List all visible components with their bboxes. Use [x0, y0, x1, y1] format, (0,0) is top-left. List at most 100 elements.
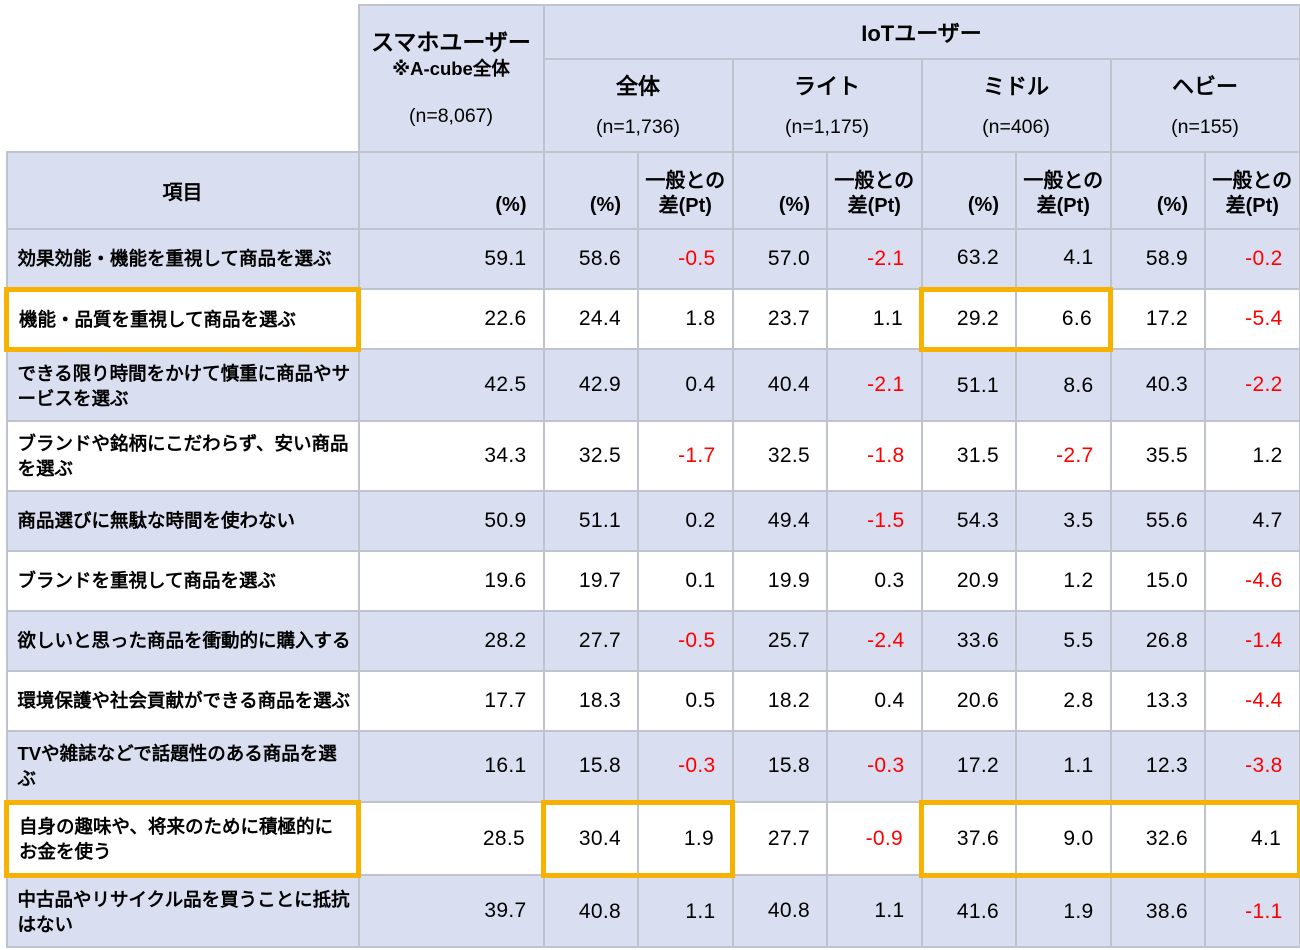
value-cell: 1.2 — [1015, 549, 1112, 612]
table-row: 自身の趣味や、将来のために積極的にお金を使う 28.5 30.4 1.9 27.7 -0.… — [4, 799, 1300, 878]
smartphone-user-title: スマホユーザー — [371, 29, 531, 55]
row-label: 環境保護や社会貢献ができる商品を選ぶ — [5, 669, 360, 732]
value-cell: 3.5 — [1015, 489, 1112, 552]
table-row: 中古品やリサイクル品を買うことに抵抗はない 39.7 40.8 1.1 40.8 1.1 4… — [5, 874, 1300, 948]
table-row: TVや雑誌などで話題性のある商品を選ぶ 16.1 15.8 -0.3 15.8 -0.3 1… — [5, 729, 1300, 803]
value-cell: 18.3 — [542, 669, 639, 732]
diff-header-line2: 差(Pt) — [658, 195, 712, 217]
value-cell: -1.7 — [637, 419, 734, 492]
value-cell: 8.6 — [1015, 348, 1112, 422]
row-label: 中古品やリサイクル品を買うことに抵抗はない — [5, 874, 360, 948]
value-cell: 17.7 — [357, 669, 545, 732]
corner-blank — [6, 5, 359, 152]
smartphone-user-sample-size: (n=8,067) — [408, 104, 494, 127]
value-cell: -0.3 — [826, 729, 923, 803]
value-cell: 15.0 — [1109, 549, 1206, 612]
diff-header-line1: 一般との — [645, 170, 726, 192]
row-label: ブランドを重視して商品を選ぶ — [5, 549, 360, 612]
value-cell: 0.1 — [637, 549, 734, 612]
value-cell: 26.8 — [1109, 609, 1206, 672]
row-label: 効果効能・機能を重視して商品を選ぶ — [5, 228, 360, 290]
value-cell: 33.6 — [920, 609, 1017, 672]
pct-header-middle: (%) — [920, 151, 1017, 230]
segment-total-label: 全体 — [615, 73, 660, 99]
value-cell: 58.9 — [1109, 228, 1206, 290]
segment-light-label: ライト — [793, 73, 860, 99]
table-row: ブランドや銘柄にこだわらず、安い商品を選ぶ 34.3 32.5 -1.7 32.5 -1.… — [5, 419, 1300, 492]
value-cell: 58.6 — [542, 228, 639, 290]
segment-header-heavy: ヘビー (n=155) — [1109, 58, 1300, 153]
value-cell: -0.3 — [637, 729, 734, 803]
table-row: ブランドを重視して商品を選ぶ 19.6 19.7 0.1 19.9 0.3 20.9 1.2 1… — [5, 549, 1300, 612]
value-cell: 57.0 — [731, 228, 828, 290]
value-cell: 9.0 — [1015, 799, 1112, 878]
header-row-measures: 項目 (%) (%) 一般との 差(Pt) (%) 一般との 差(Pt) (%)… — [5, 151, 1300, 230]
value-cell: 49.4 — [731, 489, 828, 552]
value-cell: -3.8 — [1204, 729, 1300, 803]
value-cell: 41.6 — [920, 874, 1017, 948]
value-cell: 51.1 — [920, 348, 1017, 422]
value-cell: 19.9 — [731, 549, 828, 612]
pct-header-light: (%) — [731, 151, 828, 230]
diff-header-line2: 差(Pt) — [847, 195, 901, 217]
value-cell: -0.5 — [637, 609, 734, 672]
diff-header-heavy: 一般との 差(Pt) — [1204, 151, 1300, 230]
survey-table: スマホユーザー ※A-cube全体 (n=8,067) IoTユーザー 全体 (… — [4, 4, 1300, 948]
value-cell: -2.1 — [826, 228, 923, 290]
value-cell: -1.1 — [1204, 874, 1300, 948]
value-cell: 1.2 — [1204, 419, 1300, 492]
segment-header-middle: ミドル (n=406) — [920, 58, 1112, 153]
value-cell: 40.4 — [731, 348, 828, 422]
value-cell: 30.4 — [541, 799, 639, 878]
table-row: できる限り時間をかけて慎重に商品やサービスを選ぶ 42.5 42.9 0.4 40.4-… — [5, 348, 1300, 422]
value-cell: 28.5 — [357, 801, 545, 876]
value-cell: 32.5 — [731, 419, 828, 492]
value-cell: 22.6 — [357, 288, 545, 350]
row-label: ブランドや銘柄にこだわらず、安い商品を選ぶ — [5, 419, 360, 492]
smartphone-user-header: スマホユーザー ※A-cube全体 (n=8,067) — [357, 4, 545, 153]
diff-header-light: 一般との 差(Pt) — [826, 151, 923, 230]
value-cell: 18.2 — [731, 669, 828, 732]
pct-header-heavy: (%) — [1109, 151, 1206, 230]
value-cell: 1.8 — [637, 288, 734, 350]
value-cell: 35.5 — [1109, 419, 1206, 492]
segment-heavy-label: ヘビー — [1172, 73, 1239, 99]
value-cell: 59.1 — [357, 228, 545, 290]
value-cell: 17.2 — [920, 729, 1017, 803]
value-cell: 55.6 — [1109, 489, 1206, 552]
value-cell: 1.9 — [637, 799, 735, 878]
diff-header-line1: 一般との — [834, 170, 915, 192]
iot-user-header: IoTユーザー — [542, 4, 1300, 60]
value-cell: 0.2 — [637, 489, 734, 552]
value-cell: 40.3 — [1109, 348, 1206, 422]
row-label: 機能・品質を重視して商品を選ぶ — [4, 286, 361, 352]
value-cell: 24.4 — [542, 288, 639, 350]
header-row-top: スマホユーザー ※A-cube全体 (n=8,067) IoTユーザー — [6, 4, 1300, 153]
value-cell: 34.3 — [357, 419, 545, 492]
value-cell: -0.5 — [637, 228, 734, 290]
value-cell: -4.6 — [1204, 549, 1300, 612]
value-cell: 23.7 — [731, 288, 828, 350]
value-cell: 63.2 — [920, 228, 1017, 290]
segment-light-sample-size: (n=1,175) — [784, 116, 870, 139]
value-cell: -2.7 — [1015, 419, 1112, 492]
value-cell: 50.9 — [357, 489, 545, 552]
value-cell: 1.1 — [637, 874, 734, 948]
segment-total-sample-size: (n=1,736) — [595, 116, 681, 139]
value-cell: -1.5 — [826, 489, 923, 552]
header-row-segments: 全体 (n=1,736) ライト (n=1,175) ミドル (n=406) ヘ… — [7, 58, 1300, 153]
value-cell: 4.1 — [1204, 799, 1300, 878]
value-cell: 39.7 — [357, 874, 545, 948]
value-cell: 15.8 — [542, 729, 639, 803]
value-cell: 38.6 — [1109, 874, 1206, 948]
value-cell: 25.7 — [731, 609, 828, 672]
value-cell: 1.1 — [826, 288, 923, 350]
value-cell: 20.9 — [920, 549, 1017, 612]
segment-middle-sample-size: (n=406) — [982, 116, 1050, 139]
pct-header-smartphone: (%) — [357, 151, 545, 230]
value-cell: 28.2 — [357, 609, 545, 672]
table-row: 商品選びに無駄な時間を使わない 50.9 51.1 0.2 49.4 -1.5 54.3 3.… — [5, 489, 1300, 552]
value-cell: 40.8 — [542, 874, 639, 948]
value-cell: 19.7 — [542, 549, 639, 612]
row-label: 商品選びに無駄な時間を使わない — [5, 489, 360, 552]
